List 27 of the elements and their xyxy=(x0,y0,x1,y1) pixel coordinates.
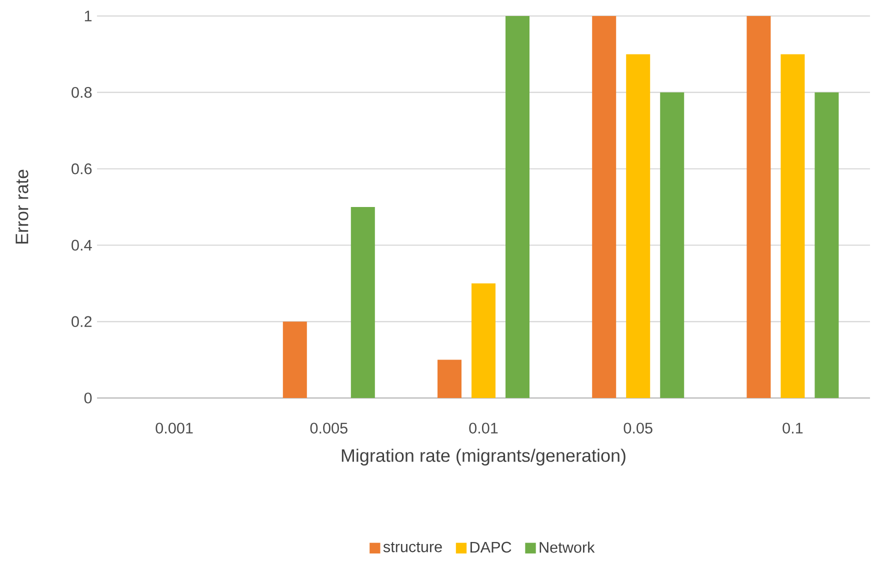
x-tick-label: 0.01 xyxy=(469,422,498,434)
bar xyxy=(472,283,496,398)
bar xyxy=(438,360,462,398)
bar xyxy=(592,16,616,398)
bar xyxy=(814,92,839,398)
bar xyxy=(282,322,307,398)
y-axis-title: Error rate xyxy=(16,170,28,244)
x-tick-label: 0.005 xyxy=(310,422,348,434)
x-tick-label: 0.001 xyxy=(156,422,193,434)
x-tick-label: 0.1 xyxy=(782,422,803,434)
y-tick-label: 0.8 xyxy=(72,86,92,98)
bar xyxy=(506,16,530,398)
bar xyxy=(746,16,771,398)
legend-label: Network xyxy=(540,542,595,553)
legend-label: structure xyxy=(383,542,442,552)
x-tick-label: 0.05 xyxy=(624,422,652,434)
legend-label: DAPC xyxy=(470,542,512,553)
y-tick-label: 0.6 xyxy=(72,163,92,174)
y-tick-label: 0.2 xyxy=(72,316,92,328)
bar xyxy=(780,54,805,398)
x-axis-title: Migration rate (migrants/generation) xyxy=(342,448,626,466)
y-tick-label: 1 xyxy=(84,10,92,22)
y-tick-label: 0.4 xyxy=(72,240,92,251)
bar xyxy=(660,92,684,398)
bar xyxy=(626,54,650,398)
bar xyxy=(350,207,375,398)
y-tick-label: 0 xyxy=(84,392,92,404)
